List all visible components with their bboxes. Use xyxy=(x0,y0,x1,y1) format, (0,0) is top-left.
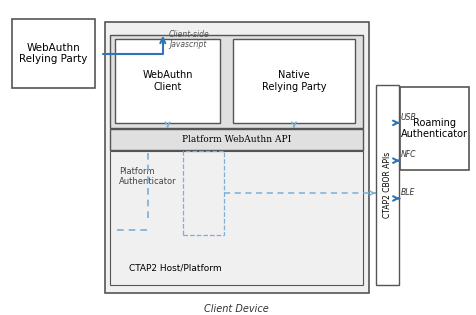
Bar xyxy=(233,39,355,123)
Bar xyxy=(400,87,469,170)
Text: CTAP2 CBOR APIs: CTAP2 CBOR APIs xyxy=(383,152,392,218)
Bar xyxy=(115,39,220,123)
Bar xyxy=(183,151,224,235)
Bar xyxy=(110,151,363,285)
Bar xyxy=(110,35,363,128)
Text: Platform
Authenticator: Platform Authenticator xyxy=(119,167,177,186)
Bar xyxy=(376,85,399,285)
Text: Client Device: Client Device xyxy=(204,304,269,314)
Text: Roaming
Authenticator: Roaming Authenticator xyxy=(401,117,468,139)
Text: Client-side
Javascript: Client-side Javascript xyxy=(169,30,210,49)
Text: BLE: BLE xyxy=(401,188,415,197)
Text: USB: USB xyxy=(401,113,416,122)
Text: WebAuthn
Client: WebAuthn Client xyxy=(142,70,193,92)
Bar xyxy=(105,22,369,293)
Text: CTAP2 Host/Platform: CTAP2 Host/Platform xyxy=(129,263,222,272)
Text: Native
Relying Party: Native Relying Party xyxy=(262,70,326,92)
Text: WebAuthn
Relying Party: WebAuthn Relying Party xyxy=(20,43,88,64)
Text: Platform WebAuthn API: Platform WebAuthn API xyxy=(182,135,291,144)
Bar xyxy=(12,19,95,88)
Text: NFC: NFC xyxy=(401,151,416,159)
Bar xyxy=(110,129,363,150)
